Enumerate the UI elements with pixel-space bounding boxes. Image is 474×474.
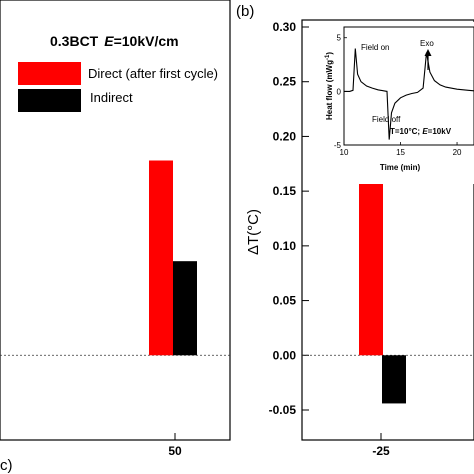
- right-y-tick-label: 0.10: [273, 239, 297, 253]
- right-y-axis-label: ΔT(°C): [245, 209, 262, 255]
- inset-field-on-label: Field on: [361, 43, 389, 52]
- left-bar-direct: [149, 160, 173, 356]
- right-bar-indirect: [382, 355, 406, 404]
- right-y-tick-label: 0.00: [273, 348, 297, 362]
- inset-condition-label: T=10°C; E=10kV: [390, 127, 452, 136]
- right-y-tick-label: 0.30: [273, 20, 297, 34]
- right-y-tick-label: 0.20: [273, 129, 297, 143]
- left-chart: 0.3BCT E=10kV/cm Direct (after first cycl…: [0, 0, 231, 474]
- left-bar-indirect: [173, 261, 197, 356]
- inset-y-tick-label: 0: [337, 87, 342, 96]
- right-y-tick-label: 0.05: [273, 294, 297, 308]
- inset-frame: [343, 26, 474, 146]
- inset-exo-arrowhead-icon: [424, 49, 432, 56]
- right-x-tick-label: -25: [372, 444, 390, 458]
- inset-y-label: Heat flow (mWg-1): [325, 52, 334, 120]
- inset-background: [318, 22, 474, 184]
- legend-label-indirect: Indirect: [90, 90, 133, 105]
- inset-x-tick-label: 20: [453, 148, 462, 157]
- right-y-tick-label: -0.05: [269, 403, 297, 417]
- inset-x-tick-label: 10: [340, 148, 349, 157]
- right-chart: (b) 0.30 0.25 0.20 0.15 0.10 0.05 0.00 -0.05 ΔT…: [236, 3, 474, 458]
- left-x-tick-label: 50: [168, 444, 182, 458]
- legend-swatch-indirect: [18, 89, 81, 112]
- inset-exo-label: Exo: [420, 39, 434, 48]
- panel-label-b: (b): [236, 3, 254, 20]
- left-annotation: 0.3BCT E=10kV/cm: [50, 33, 179, 49]
- inset-field-off-label: Field off: [372, 115, 401, 124]
- inset-chart: 50-510 15 20 Heat flow (mWg-1) Time (min) …: [318, 22, 474, 184]
- legend-swatch-direct: [18, 62, 81, 85]
- right-y-axis: 0.30 0.25 0.20 0.15 0.10 0.05 0.00 -0.05: [269, 20, 309, 417]
- legend-label-direct: Direct (after first cycle): [88, 66, 218, 81]
- inset-x-tick-label: 15: [396, 148, 405, 157]
- panel-label-c: c): [0, 457, 13, 474]
- right-y-tick-label: 0.25: [273, 75, 297, 89]
- inset-y-tick-label: 5: [337, 34, 342, 43]
- left-plot-frame: [0, 0, 231, 441]
- inset-x-label: Time (min): [380, 163, 421, 172]
- right-plot-frame: [301, 19, 474, 441]
- inset-y-tick-label: -5: [334, 141, 342, 150]
- right-y-tick-label: 0.15: [273, 184, 297, 198]
- inset-heat-flow-line: [344, 48, 474, 140]
